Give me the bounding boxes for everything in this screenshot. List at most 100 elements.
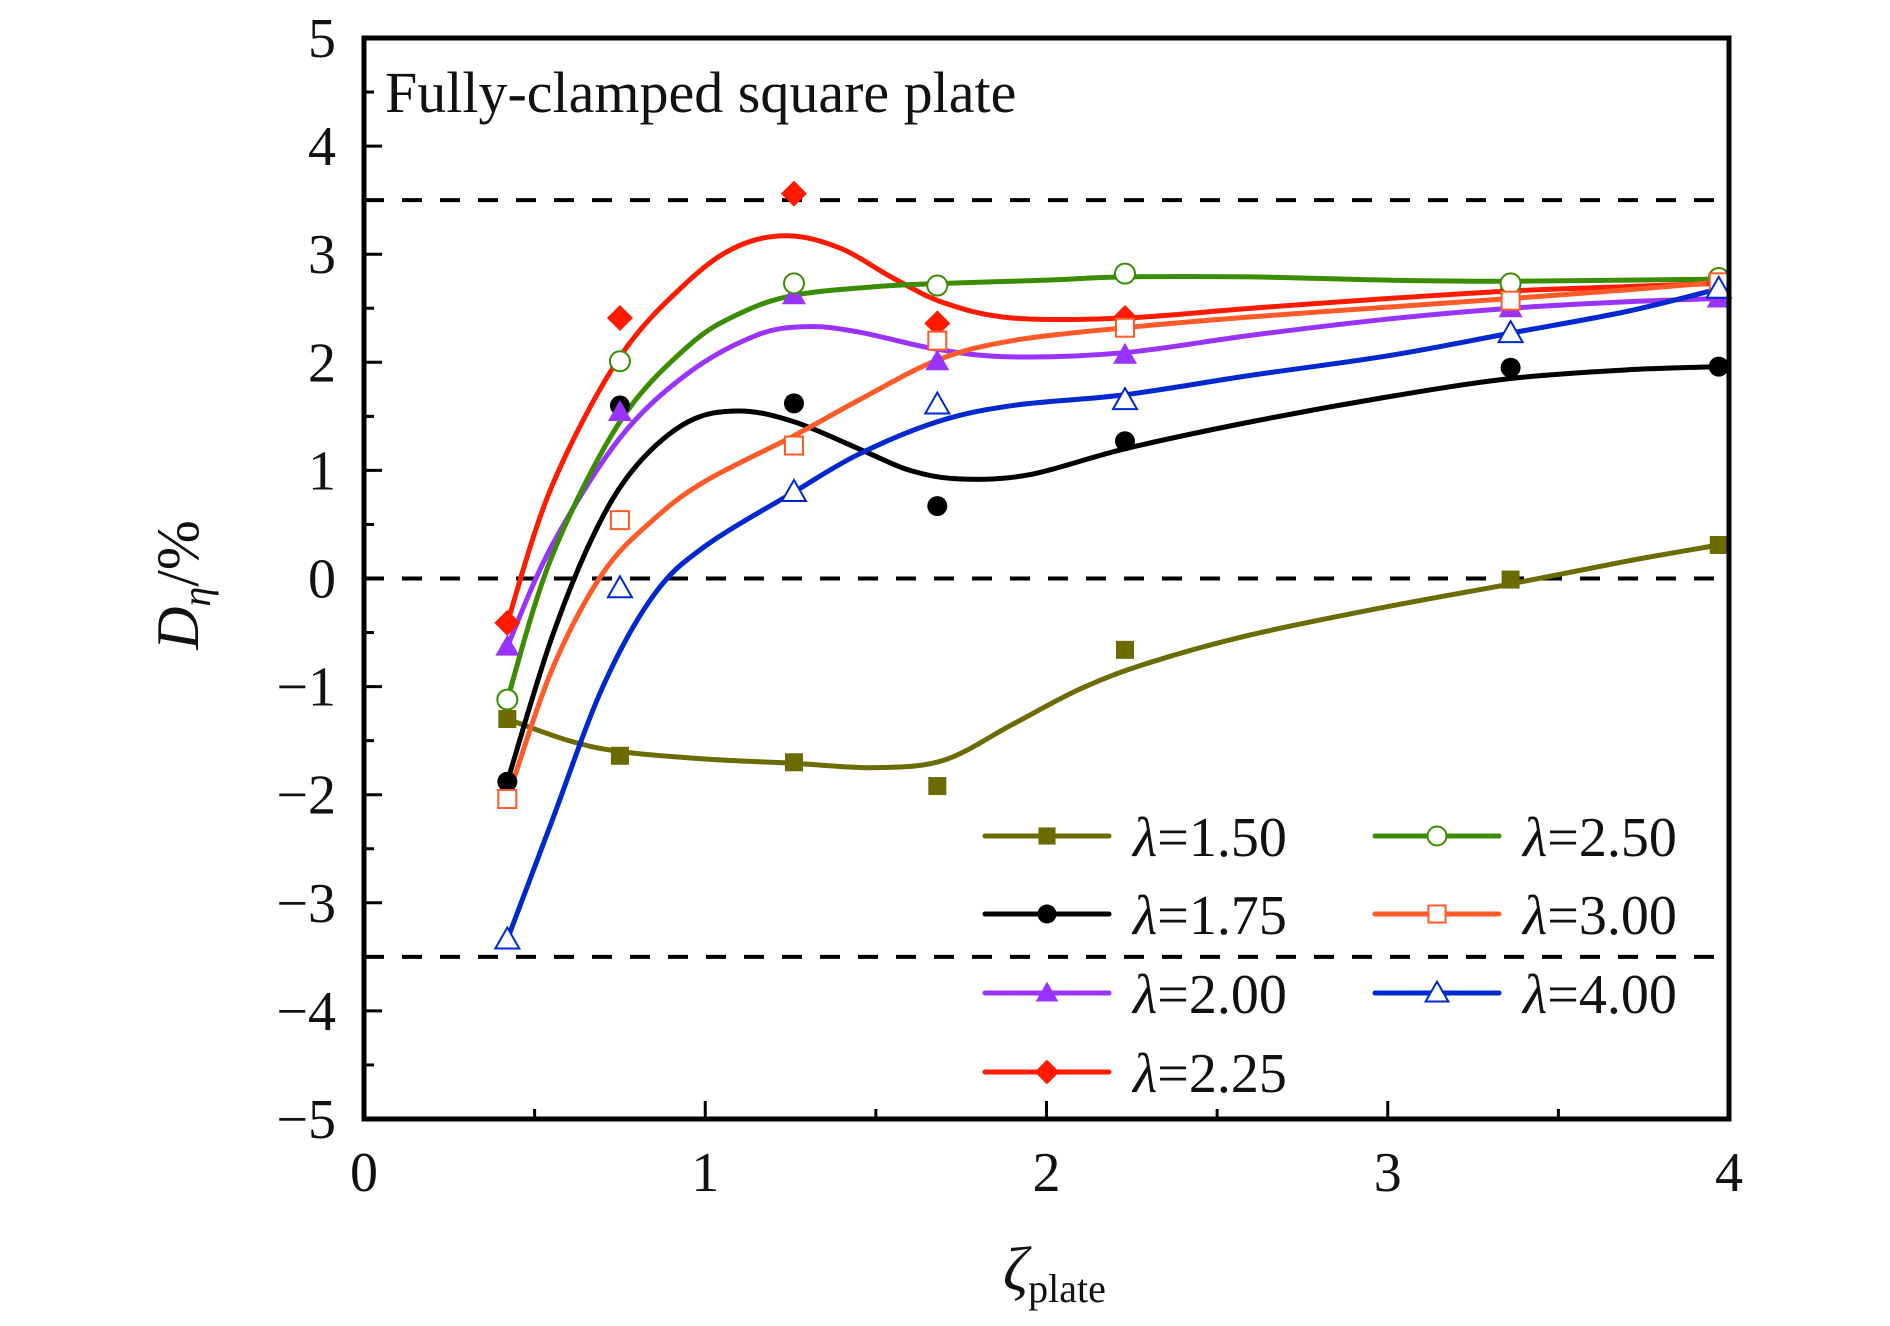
legend-label: λ=2.00 [1131,964,1287,1026]
data-point-lambda-3-00 [783,435,804,456]
y-tick-label: 1 [308,440,336,502]
legend-label: λ=1.75 [1131,885,1287,947]
data-point-lambda-2-00 [495,634,520,656]
fit-curve-lambda-3-00 [504,279,1722,802]
y-tick-label: 2 [308,332,336,394]
legend-marker [1035,981,1059,1002]
legend-lambda-symbol: λ [1131,807,1157,869]
data-point-lambda-1-75 [783,393,804,414]
data-point-lambda-1-75 [927,496,948,517]
y-tick-label: 5 [308,8,336,70]
data-point-lambda-1-50 [610,746,629,765]
legend-lambda-value: =1.50 [1157,807,1287,869]
data-point-lambda-4-00 [780,478,808,503]
legend-label: λ=2.25 [1131,1043,1287,1105]
y-tick-label: −2 [276,765,336,827]
data-point-lambda-1-50 [1709,535,1728,554]
y-axis-label: Dη/% [145,520,219,651]
fit-curve-lambda-2-00 [504,296,1722,650]
axis-ticks [362,36,1731,1121]
fit-curve-lambda-1-50 [504,542,1722,771]
data-point-lambda-2-50 [926,274,949,297]
legend-item: λ=3.00 [1372,885,1677,947]
y-tick-label: −3 [276,873,336,935]
data-point-lambda-4-00 [606,574,634,599]
legend-lambda-symbol: λ [1521,885,1547,947]
data-point-lambda-1-75 [497,771,518,792]
y-axis-label-subscript: η [174,587,219,607]
fit-curve-lambda-1-75 [504,364,1722,785]
legend-lambda-value: =2.25 [1157,1043,1287,1105]
legend-lambda-value: =2.50 [1547,807,1677,869]
y-axis-label-symbol: D [145,607,211,651]
legend-marker [1427,904,1447,924]
data-point-lambda-4-00 [1111,386,1139,411]
y-tick-label: −5 [276,1089,336,1151]
legend-item: λ=1.75 [982,885,1287,947]
legend-marker [1034,1059,1060,1085]
data-point-lambda-2-50 [496,688,519,711]
data-point-lambda-2-50 [608,350,631,373]
data-point-lambda-2-50 [1113,262,1136,285]
chart-title: Fully-clamped square plate [385,60,1016,125]
data-point-lambda-4-00 [923,390,952,415]
data-point-lambda-3-00 [497,789,518,810]
x-axis-label: ζplate [1003,1236,1106,1311]
data-point-lambda-1-75 [1114,431,1135,452]
legend-marker [1038,827,1056,845]
x-axis-label-symbol: ζ [1003,1236,1032,1304]
legend-lambda-value: =4.00 [1547,964,1677,1026]
legend-label: λ=3.00 [1521,885,1677,947]
legend-item: λ=2.50 [1372,807,1677,869]
data-point-lambda-4-00 [1496,319,1525,344]
legend-label: λ=1.50 [1131,807,1287,869]
tick-labels: 0 1 2 3 4 −5 −4 −3 −2 −1 0 1 2 3 4 5 [276,8,1743,1204]
data-point-lambda-2-25 [924,310,951,337]
x-axis-label-subscript: plate [1028,1266,1106,1311]
legend-marker [1423,979,1451,1003]
legend-item: λ=1.50 [982,807,1287,869]
data-point-lambda-2-00 [607,400,632,422]
fit-curve-lambda-4-00 [504,286,1722,943]
data-point-lambda-1-50 [498,710,517,729]
data-point-lambda-2-00 [1112,342,1137,364]
legend-lambda-value: =2.00 [1157,964,1287,1026]
fit-curve-lambda-2-25 [504,233,1722,626]
legend-lambda-symbol: λ [1521,964,1547,1026]
legend-marker [1037,904,1057,924]
legend-lambda-symbol: λ [1131,885,1157,947]
data-point-lambda-1-75 [1500,357,1521,378]
legend-marker [1426,825,1448,847]
data-point-lambda-2-00 [925,349,950,371]
legend-item: λ=2.25 [982,1043,1287,1105]
legend-lambda-value: =3.00 [1547,885,1677,947]
y-tick-label: 0 [308,549,336,611]
x-tick-label: 2 [1033,1142,1061,1204]
y-tick-label: −1 [276,657,336,719]
fit-curve-lambda-2-50 [504,273,1722,703]
data-point-lambda-2-25 [780,180,807,207]
y-tick-label: 4 [308,116,336,178]
data-point-lambda-2-50 [1499,272,1522,295]
legend: λ=1.50λ=1.75λ=2.00λ=2.25λ=2.50λ=3.00λ=4.… [982,807,1677,1105]
x-tick-label: 4 [1715,1142,1743,1204]
legend-lambda-symbol: λ [1521,807,1547,869]
legend-lambda-symbol: λ [1131,1043,1157,1105]
data-point-lambda-2-25 [606,304,633,331]
y-tick-label: −4 [276,981,336,1043]
legend-label: λ=4.00 [1521,964,1677,1026]
legend-lambda-value: =1.75 [1157,885,1287,947]
data-point-lambda-1-50 [928,777,947,796]
data-point-lambda-3-00 [1114,317,1135,338]
data-point-lambda-1-50 [784,753,803,772]
x-tick-label: 0 [350,1142,378,1204]
legend-item: λ=2.00 [982,964,1287,1026]
legend-label: λ=2.50 [1521,807,1677,869]
legend-item: λ=4.00 [1372,964,1677,1026]
data-markers [493,180,1733,950]
data-point-lambda-4-00 [493,925,522,950]
x-tick-label: 1 [691,1142,719,1204]
y-tick-label: 3 [308,224,336,286]
data-point-lambda-2-50 [782,272,805,295]
